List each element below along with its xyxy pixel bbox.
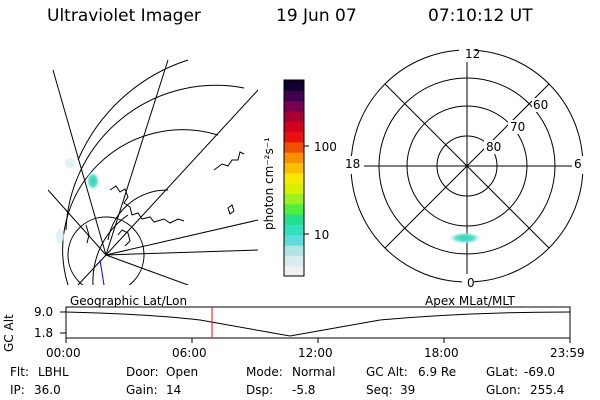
dsp-label: Dsp: xyxy=(246,383,273,397)
door-label: Door: xyxy=(126,365,159,379)
mlt-label-6: 6 xyxy=(574,157,582,171)
timeline-xtick-0: 00:00 xyxy=(46,346,81,360)
colorbar-swatch xyxy=(284,163,304,174)
timeline-xtick-4: 23:59 xyxy=(550,346,585,360)
dsp-value: -5.8 xyxy=(292,383,315,397)
colorbar xyxy=(268,78,348,278)
timeline-ytick-9: 9.0 xyxy=(34,305,53,319)
colorbar-swatch xyxy=(284,132,304,143)
lat-label-60: 60 xyxy=(533,98,548,112)
colorbar-label: photon cm⁻²s⁻¹ xyxy=(262,137,276,230)
colorbar-swatch xyxy=(284,80,304,91)
colorbar-swatch xyxy=(284,121,304,132)
ip-value: 36.0 xyxy=(34,383,61,397)
geographic-map xyxy=(48,40,258,290)
colorbar-swatch xyxy=(284,152,304,163)
flt-value: LBHL xyxy=(38,365,69,379)
timeline-xtick-2: 12:00 xyxy=(298,346,333,360)
colorbar-swatch xyxy=(284,204,304,215)
colorbar-swatch xyxy=(284,111,304,122)
mode-label: Mode: xyxy=(246,365,283,379)
mlt-label-12: 12 xyxy=(465,47,480,61)
colorbar-tick-10: 10 xyxy=(314,228,329,242)
colorbar-swatch xyxy=(284,193,304,204)
colorbar-swatch xyxy=(284,173,304,184)
mlt-label-18: 18 xyxy=(345,157,360,171)
colorbar-swatch xyxy=(284,224,304,235)
colorbar-tick-100: 100 xyxy=(314,140,337,154)
colorbar-swatch xyxy=(284,101,304,112)
colorbar-swatch xyxy=(284,235,304,246)
glat-label: GLat: xyxy=(486,365,518,379)
colorbar-swatch xyxy=(284,245,304,256)
polar-map xyxy=(344,46,590,288)
timeline-ylabel: GC Alt xyxy=(2,314,16,352)
door-value: Open xyxy=(166,365,198,379)
aurora-blob-left xyxy=(86,171,100,191)
glon-label: GLon: xyxy=(486,383,521,397)
gain-label: Gain: xyxy=(126,383,158,397)
colorbar-swatch xyxy=(284,255,304,266)
glon-value: 255.4 xyxy=(530,383,564,397)
lat-label-80: 80 xyxy=(486,140,501,154)
flt-label: Flt: xyxy=(10,365,29,379)
timeline-xtick-3: 18:00 xyxy=(424,346,459,360)
ip-label: IP: xyxy=(10,383,25,397)
colorbar-swatch xyxy=(284,90,304,101)
header-date: 19 Jun 07 xyxy=(276,6,357,26)
gcalt-value: 6.9 Re xyxy=(418,365,456,379)
gcalt-label: GC Alt: xyxy=(366,365,408,379)
app-title: Ultraviolet Imager xyxy=(47,6,201,26)
lat-label-70: 70 xyxy=(510,120,525,134)
colorbar-swatch xyxy=(284,214,304,225)
gain-value: 14 xyxy=(166,383,181,397)
timeline-ytick-1.8: 1.8 xyxy=(34,326,53,340)
colorbar-swatch xyxy=(284,183,304,194)
colorbar-swatch xyxy=(284,266,304,277)
colorbar-swatch xyxy=(284,142,304,153)
glat-value: -69.0 xyxy=(524,365,555,379)
mode-value: Normal xyxy=(292,365,335,379)
timeline-xtick-1: 06:00 xyxy=(172,346,207,360)
aurora-blob-right xyxy=(448,232,482,244)
mlt-label-0: 0 xyxy=(467,276,475,290)
header-time: 07:10:12 UT xyxy=(428,6,533,26)
seq-value: 39 xyxy=(400,383,415,397)
seq-label: Seq: xyxy=(366,383,393,397)
